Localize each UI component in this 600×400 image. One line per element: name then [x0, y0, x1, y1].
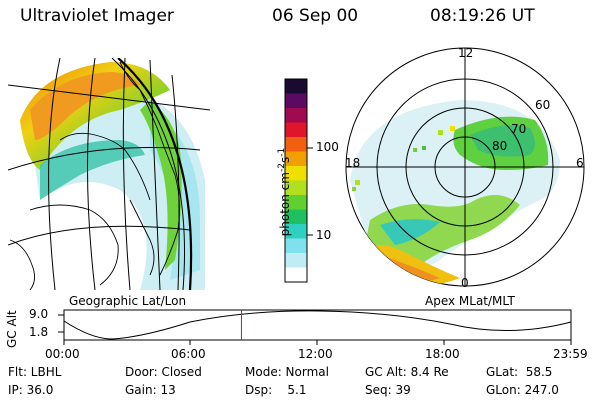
- info-ip: IP: 36.0: [8, 383, 54, 397]
- colorbar-band: [285, 93, 307, 109]
- colorbar-band: [285, 224, 307, 239]
- colorbar-tick-label-10: 10: [316, 228, 332, 242]
- time-label: 08:19:26 UT: [430, 6, 535, 26]
- altitude-ylabel: GC Alt: [5, 310, 19, 348]
- altitude-xtick-1800: 18:00: [425, 347, 460, 361]
- info-seq: Seq: 39: [365, 383, 411, 397]
- info-glon: GLon: 247.0: [486, 383, 559, 397]
- colorbar-band: [285, 267, 307, 283]
- mlt-label-6: 6: [576, 156, 584, 170]
- lat-label-70: 70: [511, 122, 527, 136]
- colorbar-tick-label-100: 100: [316, 140, 339, 154]
- altitude-xtick-1200: 12:00: [298, 347, 333, 361]
- geographic-map: [8, 58, 210, 290]
- colorbar-band: [285, 79, 307, 94]
- geo-panel-label: Geographic Lat/Lon: [69, 294, 187, 308]
- colorbar-band: [285, 151, 307, 167]
- colorbar-band: [285, 122, 307, 138]
- colorbar-band: [285, 209, 307, 225]
- colorbar-frame: [284, 78, 308, 283]
- polar-panel-label: Apex MLat/MLT: [425, 294, 515, 308]
- colorbar: [285, 79, 307, 283]
- instrument-title: Ultraviolet Imager: [20, 6, 174, 26]
- altitude-ytick-1-8: 1.8: [29, 325, 49, 339]
- info-dsp: Dsp: 5.1: [245, 383, 307, 397]
- info-flt: Flt: LBHL: [8, 365, 62, 379]
- colorbar-band: [285, 180, 307, 196]
- altitude-ytick-9: 9.0: [29, 307, 49, 321]
- polar-plot: [345, 47, 585, 287]
- colorbar-band: [285, 238, 307, 254]
- mlt-label-12: 12: [458, 46, 474, 60]
- info-gain: Gain: 13: [125, 383, 176, 397]
- info-glat: GLat: 58.5: [486, 365, 553, 379]
- mlt-label-0: 0: [461, 276, 469, 290]
- altitude-xtick-2359: 23:59: [553, 347, 588, 361]
- lat-label-60: 60: [535, 98, 551, 112]
- colorbar-unit-label: photon cm-2s-1: [277, 147, 292, 237]
- colorbar-band: [285, 195, 307, 210]
- colorbar-band: [285, 166, 307, 181]
- info-door: Door: Closed: [125, 365, 202, 379]
- info-gc-alt: GC Alt: 8.4 Re: [365, 365, 449, 379]
- colorbar-band: [285, 137, 307, 152]
- lat-label-80: 80: [492, 139, 508, 153]
- altitude-xtick-0600: 06:00: [171, 347, 206, 361]
- colorbar-band: [285, 108, 307, 123]
- altitude-xtick-0000: 00:00: [45, 347, 80, 361]
- mlt-label-18: 18: [345, 156, 361, 170]
- altitude-plot: [58, 309, 572, 345]
- date-label: 06 Sep 00: [272, 6, 359, 26]
- colorbar-band: [285, 253, 307, 268]
- info-mode: Mode: Normal: [245, 365, 329, 379]
